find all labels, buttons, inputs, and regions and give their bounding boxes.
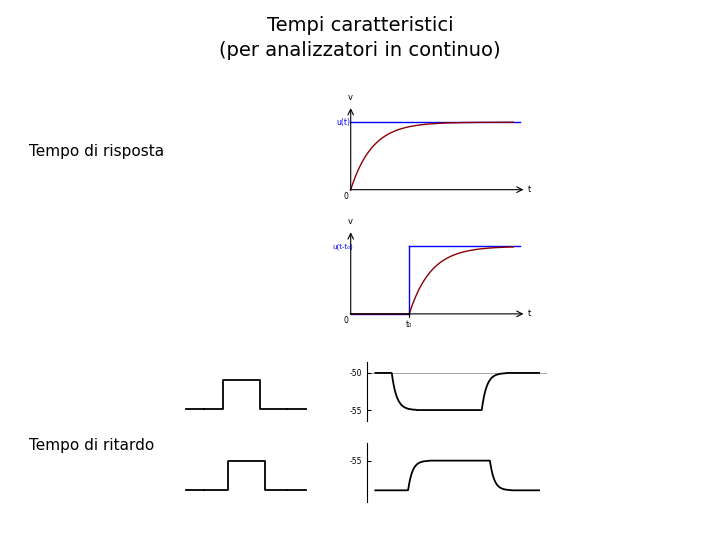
Text: Tempi caratteristici
(per analizzatori in continuo): Tempi caratteristici (per analizzatori i… bbox=[219, 16, 501, 60]
Text: 0: 0 bbox=[343, 192, 348, 201]
Text: v: v bbox=[348, 217, 354, 226]
Text: Tempo di ritardo: Tempo di ritardo bbox=[29, 438, 154, 453]
Text: t: t bbox=[528, 309, 531, 319]
Text: u(t-t₀): u(t-t₀) bbox=[333, 243, 354, 249]
Text: 0: 0 bbox=[343, 316, 348, 325]
Text: u(t): u(t) bbox=[336, 118, 350, 127]
Text: t: t bbox=[528, 185, 531, 194]
Text: t₀: t₀ bbox=[406, 320, 413, 329]
Text: v: v bbox=[348, 93, 354, 102]
Text: Tempo di risposta: Tempo di risposta bbox=[29, 144, 164, 159]
